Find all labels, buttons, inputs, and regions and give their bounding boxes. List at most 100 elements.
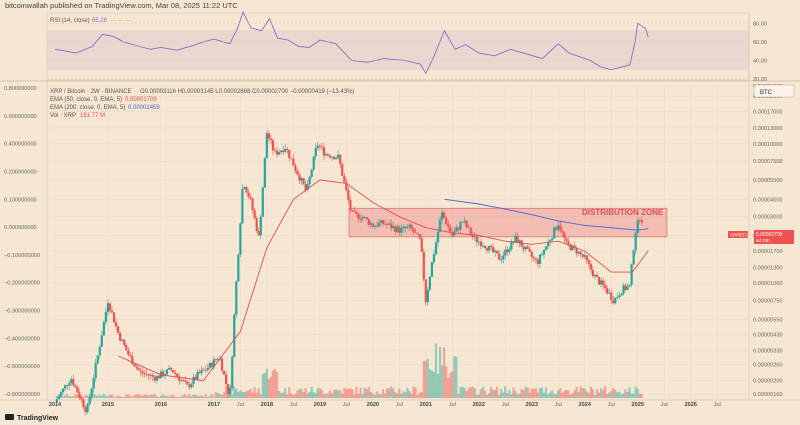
candle-body bbox=[247, 192, 250, 197]
candle-body bbox=[538, 254, 542, 264]
candle-body bbox=[220, 358, 224, 371]
candle-body bbox=[308, 176, 311, 185]
left-tick-label: −0.500000000 bbox=[4, 364, 40, 370]
candle-body bbox=[638, 220, 641, 222]
candle-body bbox=[269, 138, 273, 141]
volume-bar bbox=[469, 387, 472, 398]
volume-bar bbox=[630, 393, 633, 398]
volume-bar bbox=[259, 394, 262, 398]
volume-bar bbox=[622, 393, 625, 398]
volume-bar bbox=[108, 394, 112, 398]
candle-body bbox=[169, 367, 173, 370]
candle-body bbox=[96, 355, 99, 364]
candle-body bbox=[351, 210, 354, 212]
volume-bar bbox=[308, 391, 311, 398]
candle-body bbox=[257, 231, 260, 236]
left-tick-label: 0.000000000 bbox=[4, 225, 37, 231]
candle-body bbox=[447, 224, 450, 227]
volume-bar bbox=[524, 386, 527, 398]
volume-bar bbox=[467, 388, 470, 398]
candle-body bbox=[235, 281, 238, 315]
time-axis[interactable]: 2014 2015 2016 2017 Jul 2018 Jul 2019 Jul 2020 Jul… bbox=[49, 402, 721, 408]
candle-body bbox=[616, 297, 619, 298]
volume-bar bbox=[549, 392, 552, 398]
volume-bar bbox=[68, 396, 71, 398]
volume-bar bbox=[508, 390, 511, 398]
candle-body bbox=[412, 228, 415, 233]
volume-bar bbox=[143, 394, 146, 398]
candle-body bbox=[544, 246, 548, 250]
volume-bar bbox=[553, 393, 556, 398]
time-tick-label: Jul bbox=[714, 402, 721, 408]
currency-badge[interactable] bbox=[753, 84, 795, 98]
candle-body bbox=[176, 373, 179, 377]
candle-body bbox=[300, 178, 303, 181]
volume-bar bbox=[571, 393, 574, 398]
candle-body bbox=[420, 238, 423, 252]
volume-bar bbox=[253, 387, 256, 398]
candle-body bbox=[618, 295, 621, 298]
candle-body bbox=[587, 260, 590, 264]
candle-body bbox=[129, 354, 132, 357]
candle-body bbox=[410, 224, 413, 229]
candle-body bbox=[363, 217, 366, 218]
volume-bar bbox=[261, 373, 264, 398]
volume-bar bbox=[163, 395, 167, 398]
volume-bar bbox=[129, 395, 132, 398]
price-tick-label: 0.00007500 bbox=[753, 159, 783, 165]
price-tick-label: 0.00000160 bbox=[753, 392, 783, 398]
price-axis[interactable]: 0.000260000.000220000.000170000.00013000… bbox=[753, 84, 783, 398]
candle-body bbox=[516, 235, 519, 243]
volume-bar bbox=[125, 394, 128, 398]
candle-body bbox=[475, 236, 478, 243]
volume-bar bbox=[461, 386, 464, 398]
candle-body bbox=[461, 221, 464, 223]
left-axis: 0.800000000 0.600000000 0.400000000 0.20000… bbox=[4, 86, 40, 398]
candle-body bbox=[465, 220, 468, 228]
volume-bar bbox=[292, 394, 295, 398]
volume-bar bbox=[516, 394, 519, 398]
candle-body bbox=[455, 227, 458, 232]
left-tick-label: −0.400000000 bbox=[4, 336, 40, 342]
ema50-legend-value: 0.00001709 bbox=[125, 97, 157, 103]
candle-body bbox=[320, 146, 323, 148]
candle-body bbox=[263, 158, 266, 188]
volume-bar bbox=[561, 392, 564, 398]
candle-body bbox=[333, 156, 336, 160]
candle-body bbox=[557, 225, 560, 230]
volume-bar bbox=[408, 391, 411, 398]
left-tick-label: 0.800000000 bbox=[4, 86, 37, 92]
time-tick-label: Jul bbox=[237, 402, 244, 408]
volume-bar bbox=[178, 396, 181, 398]
candle-body bbox=[251, 198, 254, 211]
left-tick-label: −0.200000000 bbox=[4, 281, 40, 287]
candle-body bbox=[61, 388, 65, 393]
candle-body bbox=[123, 339, 126, 346]
volume-bar bbox=[133, 395, 136, 398]
candle-body bbox=[233, 314, 236, 357]
volume-bar bbox=[473, 388, 476, 398]
candle-body bbox=[117, 326, 120, 334]
volume-bar bbox=[585, 391, 588, 398]
volume-bar bbox=[410, 393, 413, 398]
volume-bar bbox=[353, 394, 356, 398]
volume-bar bbox=[249, 388, 252, 398]
volume-bar bbox=[359, 387, 362, 398]
candle-body bbox=[553, 227, 556, 239]
volume-bar bbox=[117, 395, 120, 398]
volume-bar bbox=[145, 394, 148, 398]
candle-body bbox=[222, 370, 226, 375]
candle-body bbox=[451, 231, 454, 236]
candle-body bbox=[243, 187, 246, 190]
volume-bar bbox=[455, 356, 458, 398]
candle-body bbox=[108, 303, 112, 311]
candle-body bbox=[385, 224, 389, 226]
candle-body bbox=[255, 218, 258, 232]
price-tick-label: 0.00001300 bbox=[753, 265, 783, 271]
candle-body bbox=[273, 150, 277, 152]
left-tick-label: 0.600000000 bbox=[4, 114, 37, 120]
candle-body bbox=[491, 247, 495, 253]
volume-bar bbox=[392, 388, 395, 398]
candle-body bbox=[153, 376, 156, 381]
